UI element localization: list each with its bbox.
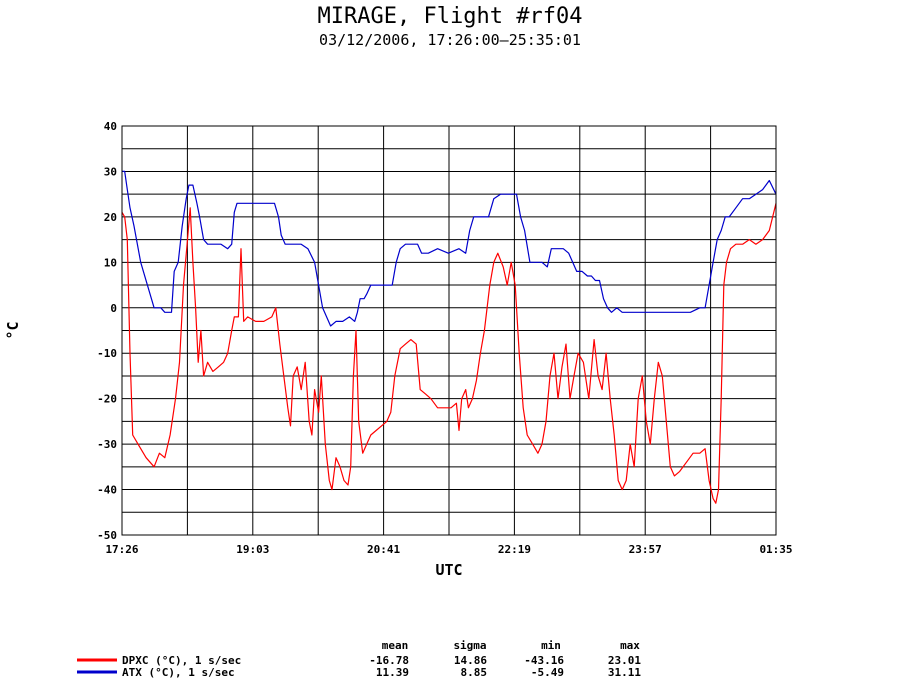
stats-header-mean: mean bbox=[382, 639, 409, 652]
plot-frame bbox=[121, 125, 777, 536]
legend-stat-sigma: 8.85 bbox=[461, 666, 488, 679]
y-tick-label: -30 bbox=[97, 438, 117, 451]
legend-label: DPXC (°C), 1 s/sec bbox=[122, 654, 241, 667]
x-tick-label: 19:03 bbox=[236, 543, 269, 556]
x-tick-label: 20:41 bbox=[367, 543, 400, 556]
y-tick-labels: 40 30 20 10 0 -10 -20 -30 -40 -50 bbox=[97, 120, 117, 542]
y-tick-label: -10 bbox=[97, 347, 117, 360]
stats-headers: mean sigma min max bbox=[382, 639, 641, 652]
stats-header-max: max bbox=[620, 639, 640, 652]
series-line-atx bbox=[122, 170, 777, 327]
y-tick-label: -50 bbox=[97, 529, 117, 542]
stats-header-sigma: sigma bbox=[453, 639, 486, 652]
x-tick-label: 01:35 bbox=[759, 543, 792, 556]
series-line-dpxc bbox=[121, 203, 777, 504]
chart-subtitle: 03/12/2006, 17:26:00–25:35:01 bbox=[319, 31, 581, 49]
legend: DPXC (°C), 1 s/sec -16.78 14.86 -43.16 23.01… bbox=[77, 654, 641, 679]
legend-stat-mean: 11.39 bbox=[376, 666, 409, 679]
stats-header-min: min bbox=[541, 639, 561, 652]
y-tick-label: -40 bbox=[97, 484, 117, 497]
legend-stat-min: -43.16 bbox=[524, 654, 564, 667]
y-tick-label: 10 bbox=[104, 256, 117, 269]
y-axis-title: °C bbox=[4, 321, 22, 339]
y-tick-label: 30 bbox=[104, 165, 117, 178]
legend-stat-sigma: 14.86 bbox=[454, 654, 487, 667]
y-tick-label: 0 bbox=[110, 302, 117, 315]
y-tick-label: 40 bbox=[104, 120, 117, 133]
legend-label: ATX (°C), 1 s/sec bbox=[122, 666, 235, 679]
chart-title: MIRAGE, Flight #rf04 bbox=[317, 4, 583, 29]
x-axis-title: UTC bbox=[435, 561, 462, 579]
series-lines bbox=[121, 170, 777, 504]
x-tick-label: 17:26 bbox=[105, 543, 138, 556]
legend-stat-mean: -16.78 bbox=[369, 654, 409, 667]
legend-stat-max: 23.01 bbox=[608, 654, 641, 667]
x-tick-label: 23:57 bbox=[629, 543, 662, 556]
x-tick-labels: 17:26 19:03 20:41 22:19 23:57 01:35 bbox=[105, 543, 792, 556]
legend-stat-max: 31.11 bbox=[608, 666, 641, 679]
y-tick-label: -20 bbox=[97, 393, 117, 406]
legend-stat-min: -5.49 bbox=[531, 666, 564, 679]
x-tick-label: 22:19 bbox=[498, 543, 531, 556]
y-tick-label: 20 bbox=[104, 211, 117, 224]
